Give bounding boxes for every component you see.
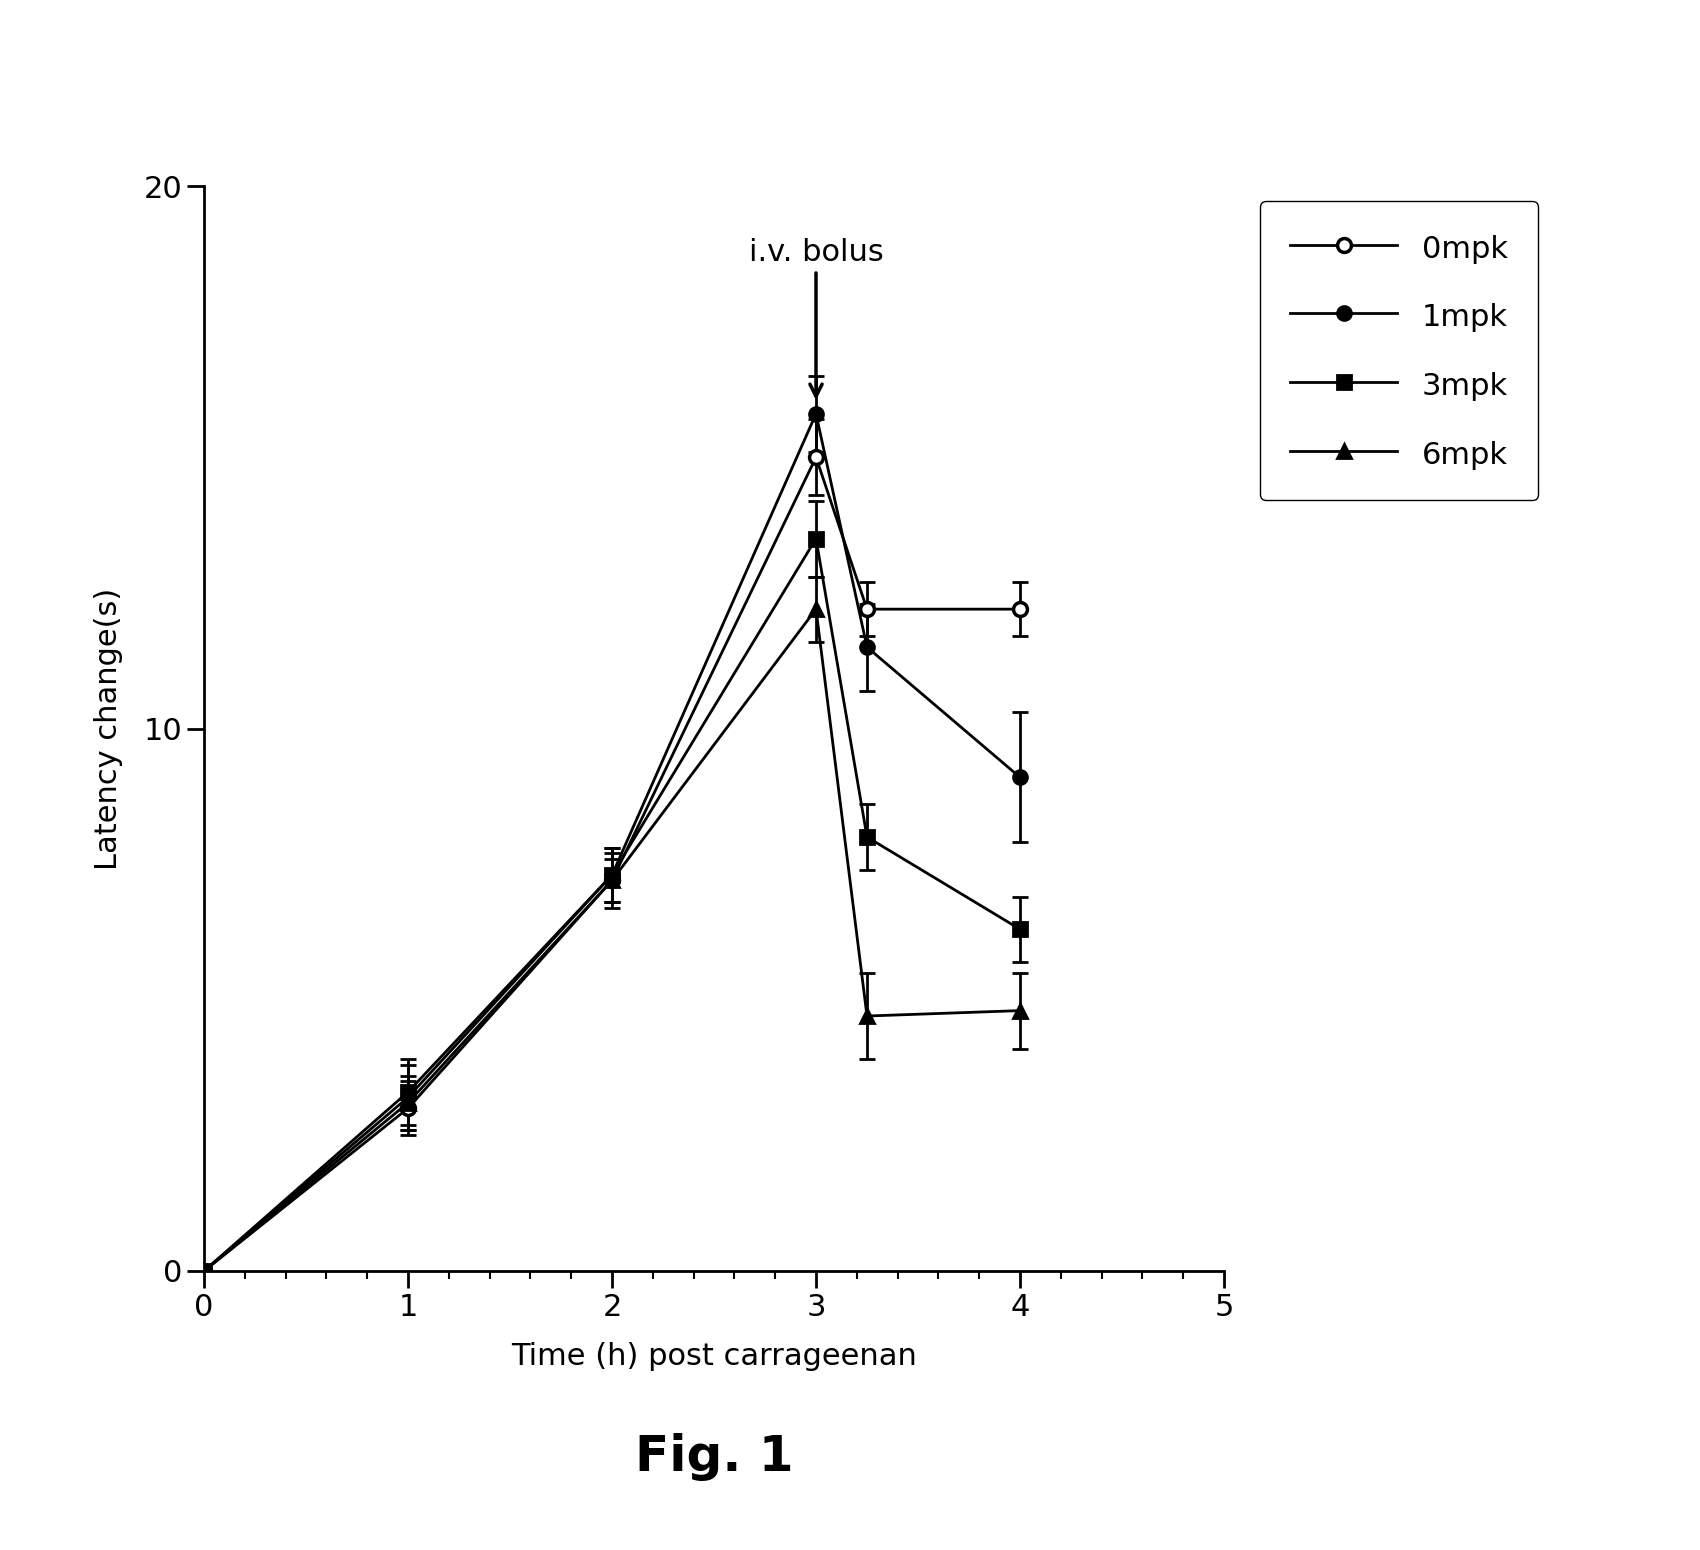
X-axis label: Time (h) post carrageenan: Time (h) post carrageenan bbox=[512, 1342, 916, 1372]
1mpk bbox=[398, 1088, 418, 1107]
3mpk bbox=[857, 828, 877, 846]
Line: 3mpk: 3mpk bbox=[197, 532, 1027, 1277]
Line: 6mpk: 6mpk bbox=[197, 603, 1027, 1277]
0mpk bbox=[398, 1099, 418, 1118]
6mpk bbox=[398, 1094, 418, 1113]
0mpk bbox=[857, 600, 877, 618]
1mpk bbox=[857, 639, 877, 657]
0mpk bbox=[1010, 600, 1030, 618]
3mpk bbox=[1010, 919, 1030, 938]
6mpk bbox=[602, 871, 622, 890]
0mpk bbox=[194, 1262, 214, 1280]
Text: i.v. bolus: i.v. bolus bbox=[748, 239, 884, 397]
1mpk bbox=[194, 1262, 214, 1280]
Y-axis label: Latency change(s): Latency change(s) bbox=[94, 587, 122, 870]
Text: Fig. 1: Fig. 1 bbox=[634, 1434, 794, 1480]
1mpk bbox=[602, 865, 622, 883]
3mpk bbox=[602, 865, 622, 883]
6mpk bbox=[857, 1008, 877, 1026]
Line: 0mpk: 0mpk bbox=[197, 451, 1027, 1277]
3mpk bbox=[398, 1082, 418, 1100]
6mpk bbox=[1010, 1001, 1030, 1020]
3mpk bbox=[194, 1262, 214, 1280]
3mpk bbox=[806, 530, 826, 549]
Line: 1mpk: 1mpk bbox=[197, 408, 1027, 1277]
1mpk bbox=[1010, 769, 1030, 787]
6mpk bbox=[806, 600, 826, 618]
0mpk bbox=[602, 871, 622, 890]
1mpk bbox=[806, 405, 826, 423]
0mpk bbox=[806, 448, 826, 467]
Legend: 0mpk, 1mpk, 3mpk, 6mpk: 0mpk, 1mpk, 3mpk, 6mpk bbox=[1260, 202, 1538, 501]
6mpk bbox=[194, 1262, 214, 1280]
